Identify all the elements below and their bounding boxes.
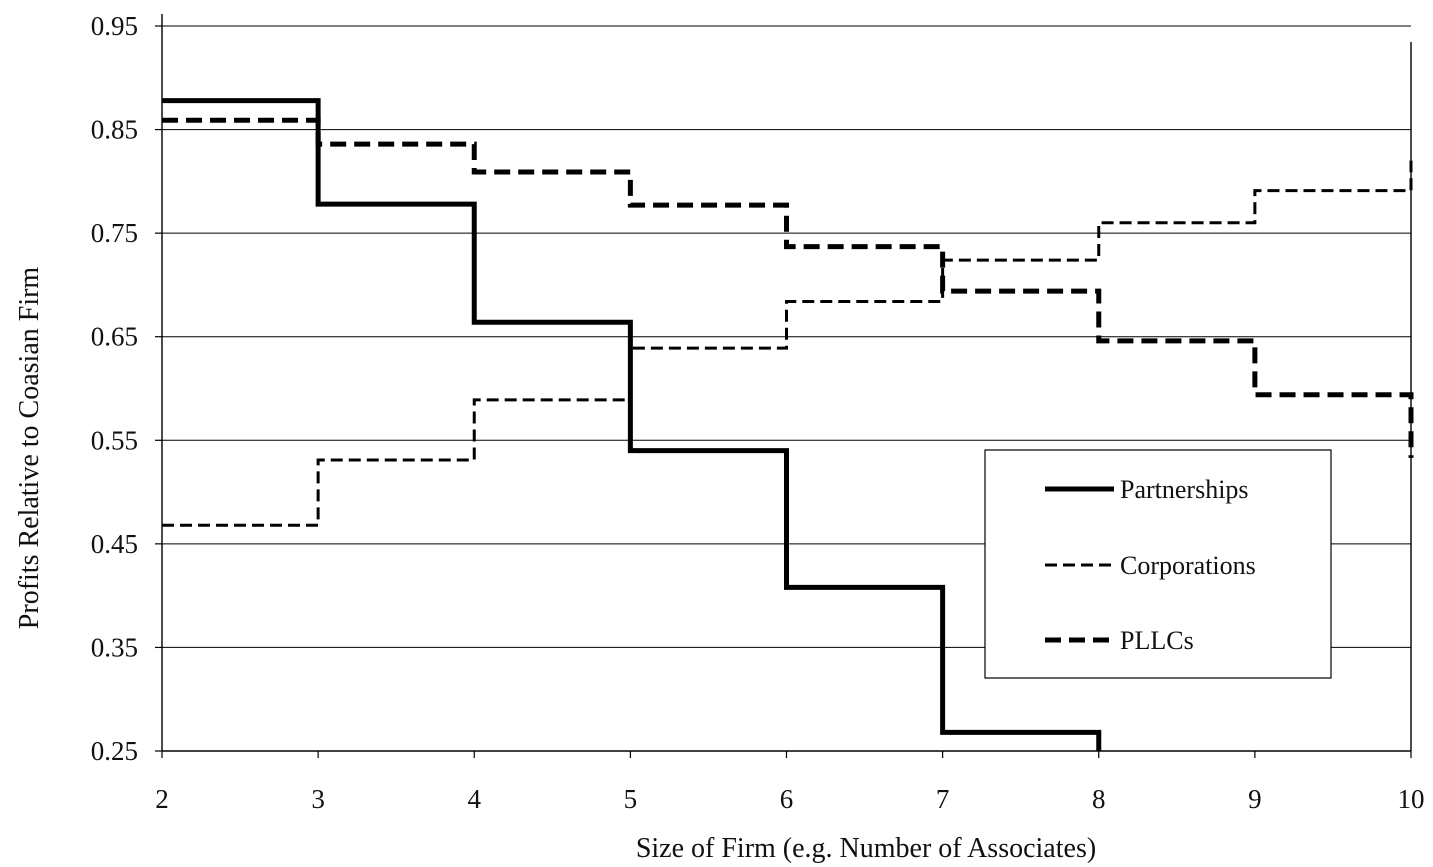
series-line-corporations bbox=[162, 160, 1413, 527]
legend-box bbox=[984, 449, 1332, 679]
y-tick-label: 0.25 bbox=[91, 736, 138, 766]
y-tick-label: 0.95 bbox=[91, 11, 138, 41]
axes bbox=[155, 14, 1412, 758]
x-tick-label: 6 bbox=[780, 784, 794, 814]
y-tick-label: 0.85 bbox=[91, 115, 138, 145]
y-tick-label: 0.75 bbox=[91, 218, 138, 248]
legend: Partnerships Corporations PLLCs bbox=[984, 449, 1332, 679]
y-tick-label: 0.35 bbox=[91, 632, 138, 662]
legend-label: Partnerships bbox=[1120, 475, 1249, 504]
legend-label: Corporations bbox=[1120, 551, 1256, 580]
series-lines bbox=[162, 98, 1414, 751]
x-tick-label: 2 bbox=[155, 784, 169, 814]
x-axis-title: Size of Firm (e.g. Number of Associates) bbox=[636, 833, 1096, 864]
series-line-pllcs bbox=[162, 117, 1414, 458]
legend-label: PLLCs bbox=[1120, 626, 1194, 655]
y-tick-label: 0.55 bbox=[91, 425, 138, 455]
x-tick-label: 10 bbox=[1398, 784, 1425, 814]
series-line-partnerships bbox=[162, 98, 1102, 751]
y-tick-label: 0.45 bbox=[91, 529, 138, 559]
x-tick-label: 8 bbox=[1092, 784, 1106, 814]
x-tick-label: 5 bbox=[624, 784, 638, 814]
y-axis-title: Profits Relative to Coasian Firm bbox=[14, 267, 45, 630]
x-tick-label: 7 bbox=[936, 784, 950, 814]
y-tick-label: 0.65 bbox=[91, 322, 138, 352]
tick-labels: 0.25 0.35 0.45 0.55 0.65 0.75 0.85 0.95 2 3 4 5 6 7 8 9… bbox=[91, 11, 1425, 814]
x-tick-label: 9 bbox=[1248, 784, 1262, 814]
x-tick-label: 4 bbox=[468, 784, 482, 814]
x-tick-label: 3 bbox=[311, 784, 325, 814]
